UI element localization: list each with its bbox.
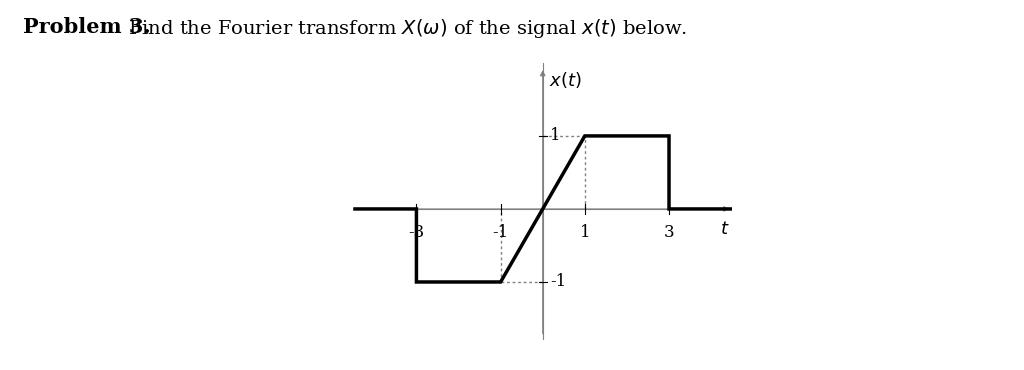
Text: -3: -3 bbox=[409, 223, 425, 240]
Text: -1: -1 bbox=[550, 273, 566, 290]
Text: 1: 1 bbox=[580, 223, 590, 240]
Text: Find the Fourier transform $X(\omega)$ of the signal $x(t)$ below.: Find the Fourier transform $X(\omega)$ o… bbox=[128, 17, 687, 40]
Text: $x(t)$: $x(t)$ bbox=[549, 70, 582, 90]
Text: -1: -1 bbox=[493, 223, 509, 240]
Text: 3: 3 bbox=[664, 223, 675, 240]
Text: $t$: $t$ bbox=[721, 220, 730, 238]
Text: Problem 3.: Problem 3. bbox=[23, 17, 151, 37]
Text: 1: 1 bbox=[550, 127, 561, 144]
